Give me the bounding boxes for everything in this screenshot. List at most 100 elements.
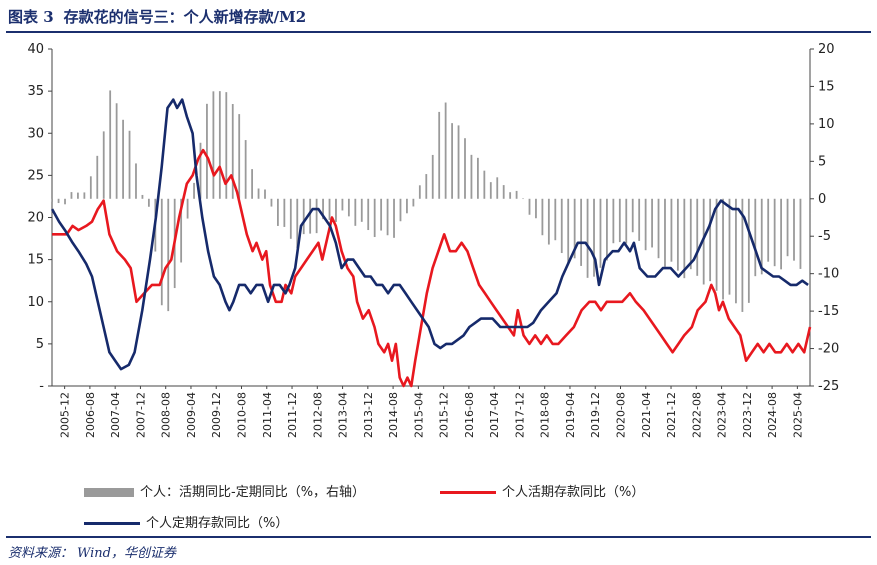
title-rule xyxy=(6,31,871,33)
bar-mark xyxy=(715,198,718,291)
bar-mark xyxy=(496,177,499,199)
bar-mark xyxy=(225,92,228,199)
bar-mark xyxy=(289,198,292,239)
bar-mark xyxy=(393,198,395,238)
bar-mark xyxy=(689,198,692,270)
bar-mark xyxy=(625,198,628,244)
left-tick-label: - xyxy=(39,379,44,394)
bar-mark xyxy=(147,198,150,207)
x-tick-label: 2019-04 xyxy=(564,392,577,438)
left-tick-label: 40 xyxy=(27,42,44,57)
bar-mark xyxy=(257,188,260,199)
figure-title: 图表 3 存款花的信号三：个人新增存款/M2 xyxy=(8,6,316,27)
source-label: 资料来源： xyxy=(8,546,74,561)
bar-mark xyxy=(180,198,183,263)
x-tick-label: 2020-08 xyxy=(615,392,628,438)
bar-mark xyxy=(296,198,299,249)
x-tick-label: 2015-04 xyxy=(412,392,425,438)
legend-label-bar: 个人：活期同比-定期同比（%，右轴） xyxy=(140,485,366,500)
left-tick-label: 20 xyxy=(27,211,44,226)
bar-mark xyxy=(77,192,79,199)
bar-mark xyxy=(218,91,221,199)
bar-mark xyxy=(251,169,254,199)
x-tick-label: 2019-12 xyxy=(589,392,602,438)
bar-mark xyxy=(702,198,705,285)
bar-mark xyxy=(64,198,66,205)
x-tick-label: 2007-04 xyxy=(109,392,122,438)
x-tick-label: 2018-08 xyxy=(539,392,552,438)
right-tick-label: -5 xyxy=(818,229,831,244)
bar-mark xyxy=(399,198,402,222)
bar-mark xyxy=(528,198,531,215)
line-time-deposit xyxy=(50,98,809,371)
x-tick-label: 2017-04 xyxy=(488,392,501,438)
figure-caption: 存款花的信号三：个人新增存款/M2 xyxy=(63,8,307,26)
bar-mark xyxy=(780,198,782,270)
bar-mark xyxy=(283,198,286,227)
x-tick-label: 2013-12 xyxy=(362,392,375,438)
bar-mark xyxy=(676,198,679,271)
x-tick-label: 2016-08 xyxy=(463,392,476,438)
bar-mark xyxy=(354,198,357,226)
bar-mark xyxy=(451,123,453,199)
bar-mark xyxy=(57,198,60,204)
x-tick-label: 2009-04 xyxy=(185,392,198,438)
x-tick-label: 2012-08 xyxy=(311,392,324,438)
right-tick-label: 15 xyxy=(818,79,835,94)
bar-mark xyxy=(754,198,757,277)
x-tick-label: 2006-08 xyxy=(84,392,97,438)
bar-mark xyxy=(102,131,105,199)
bar-mark xyxy=(270,198,273,207)
bar-mark xyxy=(89,176,92,199)
bar-mark xyxy=(741,198,744,312)
x-tick-label: 2017-12 xyxy=(513,392,526,438)
bar-mark xyxy=(799,198,802,269)
bar-mark xyxy=(231,104,234,199)
bar-mark xyxy=(722,198,724,300)
bar-mark xyxy=(70,192,73,199)
right-tick-label: -20 xyxy=(818,342,839,357)
x-tick-label: 2023-04 xyxy=(716,392,729,438)
figure-number: 图表 3 xyxy=(8,8,54,26)
bar-mark xyxy=(535,198,537,219)
x-tick-label: 2011-04 xyxy=(261,392,274,438)
bar-mark xyxy=(464,138,466,199)
bar-mark xyxy=(328,198,331,220)
x-tick-label: 2023-12 xyxy=(741,392,754,438)
bar-mark xyxy=(638,198,641,241)
x-tick-label: 2022-08 xyxy=(690,392,703,438)
legend-label-red: 个人活期存款同比（%） xyxy=(502,485,645,500)
bar-mark xyxy=(302,198,305,235)
bar-mark xyxy=(618,198,621,243)
x-tick-label: 2010-08 xyxy=(236,392,249,438)
bar-mark xyxy=(51,198,54,202)
bar-mark xyxy=(186,198,189,219)
right-tick-label: -15 xyxy=(818,304,839,319)
bar-mark xyxy=(760,198,763,275)
bar-mark xyxy=(83,192,86,199)
legend-item-bar: 个人：活期同比-定期同比（%，右轴） xyxy=(84,481,365,500)
legend-swatch-red xyxy=(440,491,496,494)
x-tick-label: 2007-12 xyxy=(134,392,147,438)
bar-mark xyxy=(586,198,589,278)
left-tick-label: 35 xyxy=(27,84,44,99)
bar-mark xyxy=(406,198,408,214)
bar-mark xyxy=(580,198,583,266)
bar-mark xyxy=(115,103,118,199)
bar-mark xyxy=(547,198,550,245)
right-tick-label: 0 xyxy=(818,192,826,207)
bar-mark xyxy=(515,190,518,199)
source-note: 资料来源： Wind，华创证券 xyxy=(8,542,180,561)
bar-mark xyxy=(167,198,170,312)
left-tick-label: 25 xyxy=(27,168,44,183)
bar-mark xyxy=(96,155,99,199)
legend-swatch-navy xyxy=(84,522,140,525)
bar-mark xyxy=(135,163,137,199)
right-tick-label: 20 xyxy=(818,42,835,57)
bar-mark xyxy=(199,142,202,199)
bar-mark xyxy=(606,198,608,261)
source-rule xyxy=(6,536,871,538)
bar-mark xyxy=(160,198,163,306)
bar-mark xyxy=(193,182,195,199)
bar-mark xyxy=(122,119,124,199)
